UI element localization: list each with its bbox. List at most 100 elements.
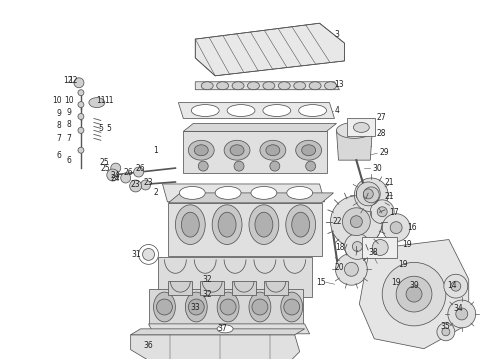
Text: 3: 3 (334, 30, 339, 39)
Polygon shape (232, 281, 256, 295)
Text: 10: 10 (52, 96, 62, 105)
Text: 20: 20 (335, 263, 344, 272)
Circle shape (372, 239, 388, 255)
Text: 21: 21 (385, 179, 394, 188)
Circle shape (344, 262, 358, 276)
Ellipse shape (217, 325, 233, 333)
Circle shape (141, 180, 150, 190)
Circle shape (370, 200, 394, 224)
Circle shape (343, 208, 370, 235)
Text: 9: 9 (57, 109, 62, 118)
Circle shape (344, 234, 370, 260)
Text: 33: 33 (191, 302, 200, 311)
Circle shape (363, 189, 373, 199)
Text: 23: 23 (144, 179, 153, 188)
Polygon shape (264, 281, 288, 295)
Text: 21: 21 (385, 192, 394, 201)
Circle shape (382, 262, 446, 326)
Ellipse shape (278, 82, 290, 90)
Text: 11: 11 (104, 96, 114, 105)
Text: 31: 31 (132, 250, 142, 259)
Circle shape (220, 299, 236, 315)
Text: 38: 38 (368, 248, 378, 257)
Ellipse shape (181, 212, 199, 237)
Circle shape (270, 161, 280, 171)
Polygon shape (169, 203, 321, 256)
Ellipse shape (251, 186, 277, 199)
Circle shape (143, 248, 154, 260)
Ellipse shape (294, 82, 306, 90)
Circle shape (336, 253, 368, 285)
Text: 12: 12 (63, 76, 73, 85)
Ellipse shape (175, 205, 205, 244)
Text: 35: 35 (440, 322, 450, 331)
Circle shape (442, 328, 450, 336)
Text: 9: 9 (67, 108, 72, 117)
Polygon shape (148, 324, 310, 334)
Ellipse shape (260, 140, 286, 160)
Text: 14: 14 (447, 281, 457, 290)
Bar (362, 237, 397, 258)
Polygon shape (131, 329, 305, 335)
Text: 5: 5 (106, 124, 111, 133)
Ellipse shape (153, 292, 175, 322)
Circle shape (444, 274, 468, 298)
Text: 10: 10 (64, 96, 74, 105)
Text: 6: 6 (67, 156, 72, 165)
Text: 27: 27 (376, 113, 386, 122)
Text: 7: 7 (67, 134, 72, 143)
Polygon shape (178, 103, 335, 118)
Circle shape (111, 163, 121, 173)
Circle shape (78, 113, 84, 120)
Ellipse shape (281, 292, 303, 322)
Text: 1: 1 (153, 146, 158, 155)
Ellipse shape (191, 105, 219, 117)
Circle shape (356, 182, 380, 206)
Text: 32: 32 (202, 289, 212, 298)
Text: 24: 24 (111, 171, 121, 180)
Ellipse shape (218, 212, 236, 237)
Ellipse shape (224, 140, 250, 160)
Text: 16: 16 (407, 223, 417, 232)
Ellipse shape (353, 122, 369, 132)
Circle shape (156, 299, 172, 315)
Polygon shape (131, 335, 300, 360)
Text: 19: 19 (402, 240, 412, 249)
Text: 39: 39 (409, 281, 419, 290)
Polygon shape (169, 281, 192, 295)
Polygon shape (148, 289, 303, 325)
Circle shape (396, 276, 432, 312)
Text: 6: 6 (57, 151, 62, 160)
Circle shape (78, 147, 84, 153)
Text: 19: 19 (392, 278, 401, 287)
Circle shape (350, 216, 362, 228)
Circle shape (390, 222, 402, 234)
Text: 5: 5 (98, 124, 103, 133)
Circle shape (448, 300, 476, 328)
Text: 32: 32 (202, 275, 212, 284)
Text: 12: 12 (68, 76, 78, 85)
Ellipse shape (255, 212, 273, 237)
Ellipse shape (89, 98, 105, 108)
Text: 24: 24 (111, 174, 121, 183)
Text: 37: 37 (217, 324, 227, 333)
Text: 22: 22 (333, 217, 342, 226)
Ellipse shape (309, 82, 321, 90)
Ellipse shape (302, 145, 316, 156)
Text: 28: 28 (376, 129, 386, 138)
Circle shape (139, 244, 158, 264)
Circle shape (134, 167, 144, 177)
Ellipse shape (230, 145, 244, 156)
Ellipse shape (188, 140, 214, 160)
Circle shape (234, 161, 244, 171)
Circle shape (406, 286, 422, 302)
Ellipse shape (299, 105, 326, 117)
Polygon shape (163, 184, 324, 202)
Circle shape (352, 242, 362, 251)
Text: 34: 34 (454, 305, 464, 314)
Circle shape (78, 102, 84, 108)
Circle shape (107, 169, 119, 181)
Text: 26: 26 (124, 167, 133, 176)
Circle shape (74, 78, 84, 88)
Text: 17: 17 (390, 208, 399, 217)
